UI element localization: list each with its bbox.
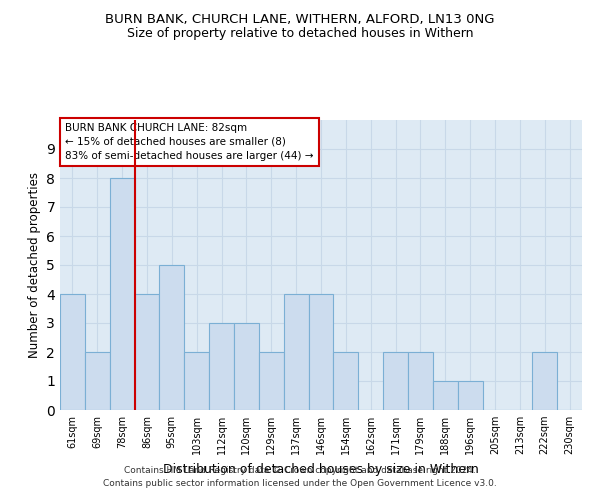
- Bar: [60, 294, 85, 410]
- Bar: [184, 352, 209, 410]
- Bar: [259, 352, 284, 410]
- Bar: [160, 265, 184, 410]
- Bar: [383, 352, 408, 410]
- Bar: [134, 294, 160, 410]
- X-axis label: Distribution of detached houses by size in Withern: Distribution of detached houses by size …: [163, 462, 479, 475]
- Bar: [433, 381, 458, 410]
- Bar: [532, 352, 557, 410]
- Bar: [408, 352, 433, 410]
- Text: Contains HM Land Registry data © Crown copyright and database right 2024.
Contai: Contains HM Land Registry data © Crown c…: [103, 466, 497, 487]
- Y-axis label: Number of detached properties: Number of detached properties: [28, 172, 41, 358]
- Text: BURN BANK CHURCH LANE: 82sqm
← 15% of detached houses are smaller (8)
83% of sem: BURN BANK CHURCH LANE: 82sqm ← 15% of de…: [65, 123, 314, 161]
- Bar: [308, 294, 334, 410]
- Bar: [85, 352, 110, 410]
- Bar: [234, 323, 259, 410]
- Text: Size of property relative to detached houses in Withern: Size of property relative to detached ho…: [127, 28, 473, 40]
- Bar: [334, 352, 358, 410]
- Text: BURN BANK, CHURCH LANE, WITHERN, ALFORD, LN13 0NG: BURN BANK, CHURCH LANE, WITHERN, ALFORD,…: [105, 12, 495, 26]
- Bar: [284, 294, 308, 410]
- Bar: [458, 381, 482, 410]
- Bar: [209, 323, 234, 410]
- Bar: [110, 178, 134, 410]
